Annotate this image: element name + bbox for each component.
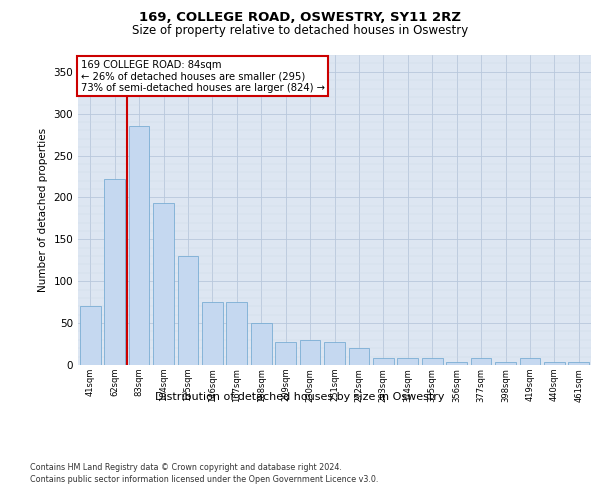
Text: Distribution of detached houses by size in Oswestry: Distribution of detached houses by size …: [155, 392, 445, 402]
Bar: [470, 358, 491, 365]
Text: 169 COLLEGE ROAD: 84sqm
← 26% of detached houses are smaller (295)
73% of semi-d: 169 COLLEGE ROAD: 84sqm ← 26% of detache…: [80, 60, 325, 93]
Text: Contains HM Land Registry data © Crown copyright and database right 2024.: Contains HM Land Registry data © Crown c…: [30, 462, 342, 471]
Bar: [446, 362, 467, 365]
Bar: [128, 126, 149, 365]
Bar: [544, 362, 565, 365]
Bar: [202, 302, 223, 365]
Text: 169, COLLEGE ROAD, OSWESTRY, SY11 2RZ: 169, COLLEGE ROAD, OSWESTRY, SY11 2RZ: [139, 11, 461, 24]
Bar: [80, 306, 101, 365]
Bar: [104, 179, 125, 365]
Bar: [422, 358, 443, 365]
Y-axis label: Number of detached properties: Number of detached properties: [38, 128, 48, 292]
Bar: [153, 204, 174, 365]
Bar: [373, 358, 394, 365]
Bar: [495, 362, 516, 365]
Bar: [349, 348, 370, 365]
Bar: [299, 340, 320, 365]
Bar: [226, 302, 247, 365]
Text: Size of property relative to detached houses in Oswestry: Size of property relative to detached ho…: [132, 24, 468, 37]
Bar: [275, 342, 296, 365]
Bar: [568, 362, 589, 365]
Bar: [251, 323, 272, 365]
Bar: [397, 358, 418, 365]
Bar: [178, 256, 199, 365]
Bar: [324, 342, 345, 365]
Bar: [520, 358, 541, 365]
Text: Contains public sector information licensed under the Open Government Licence v3: Contains public sector information licen…: [30, 475, 379, 484]
